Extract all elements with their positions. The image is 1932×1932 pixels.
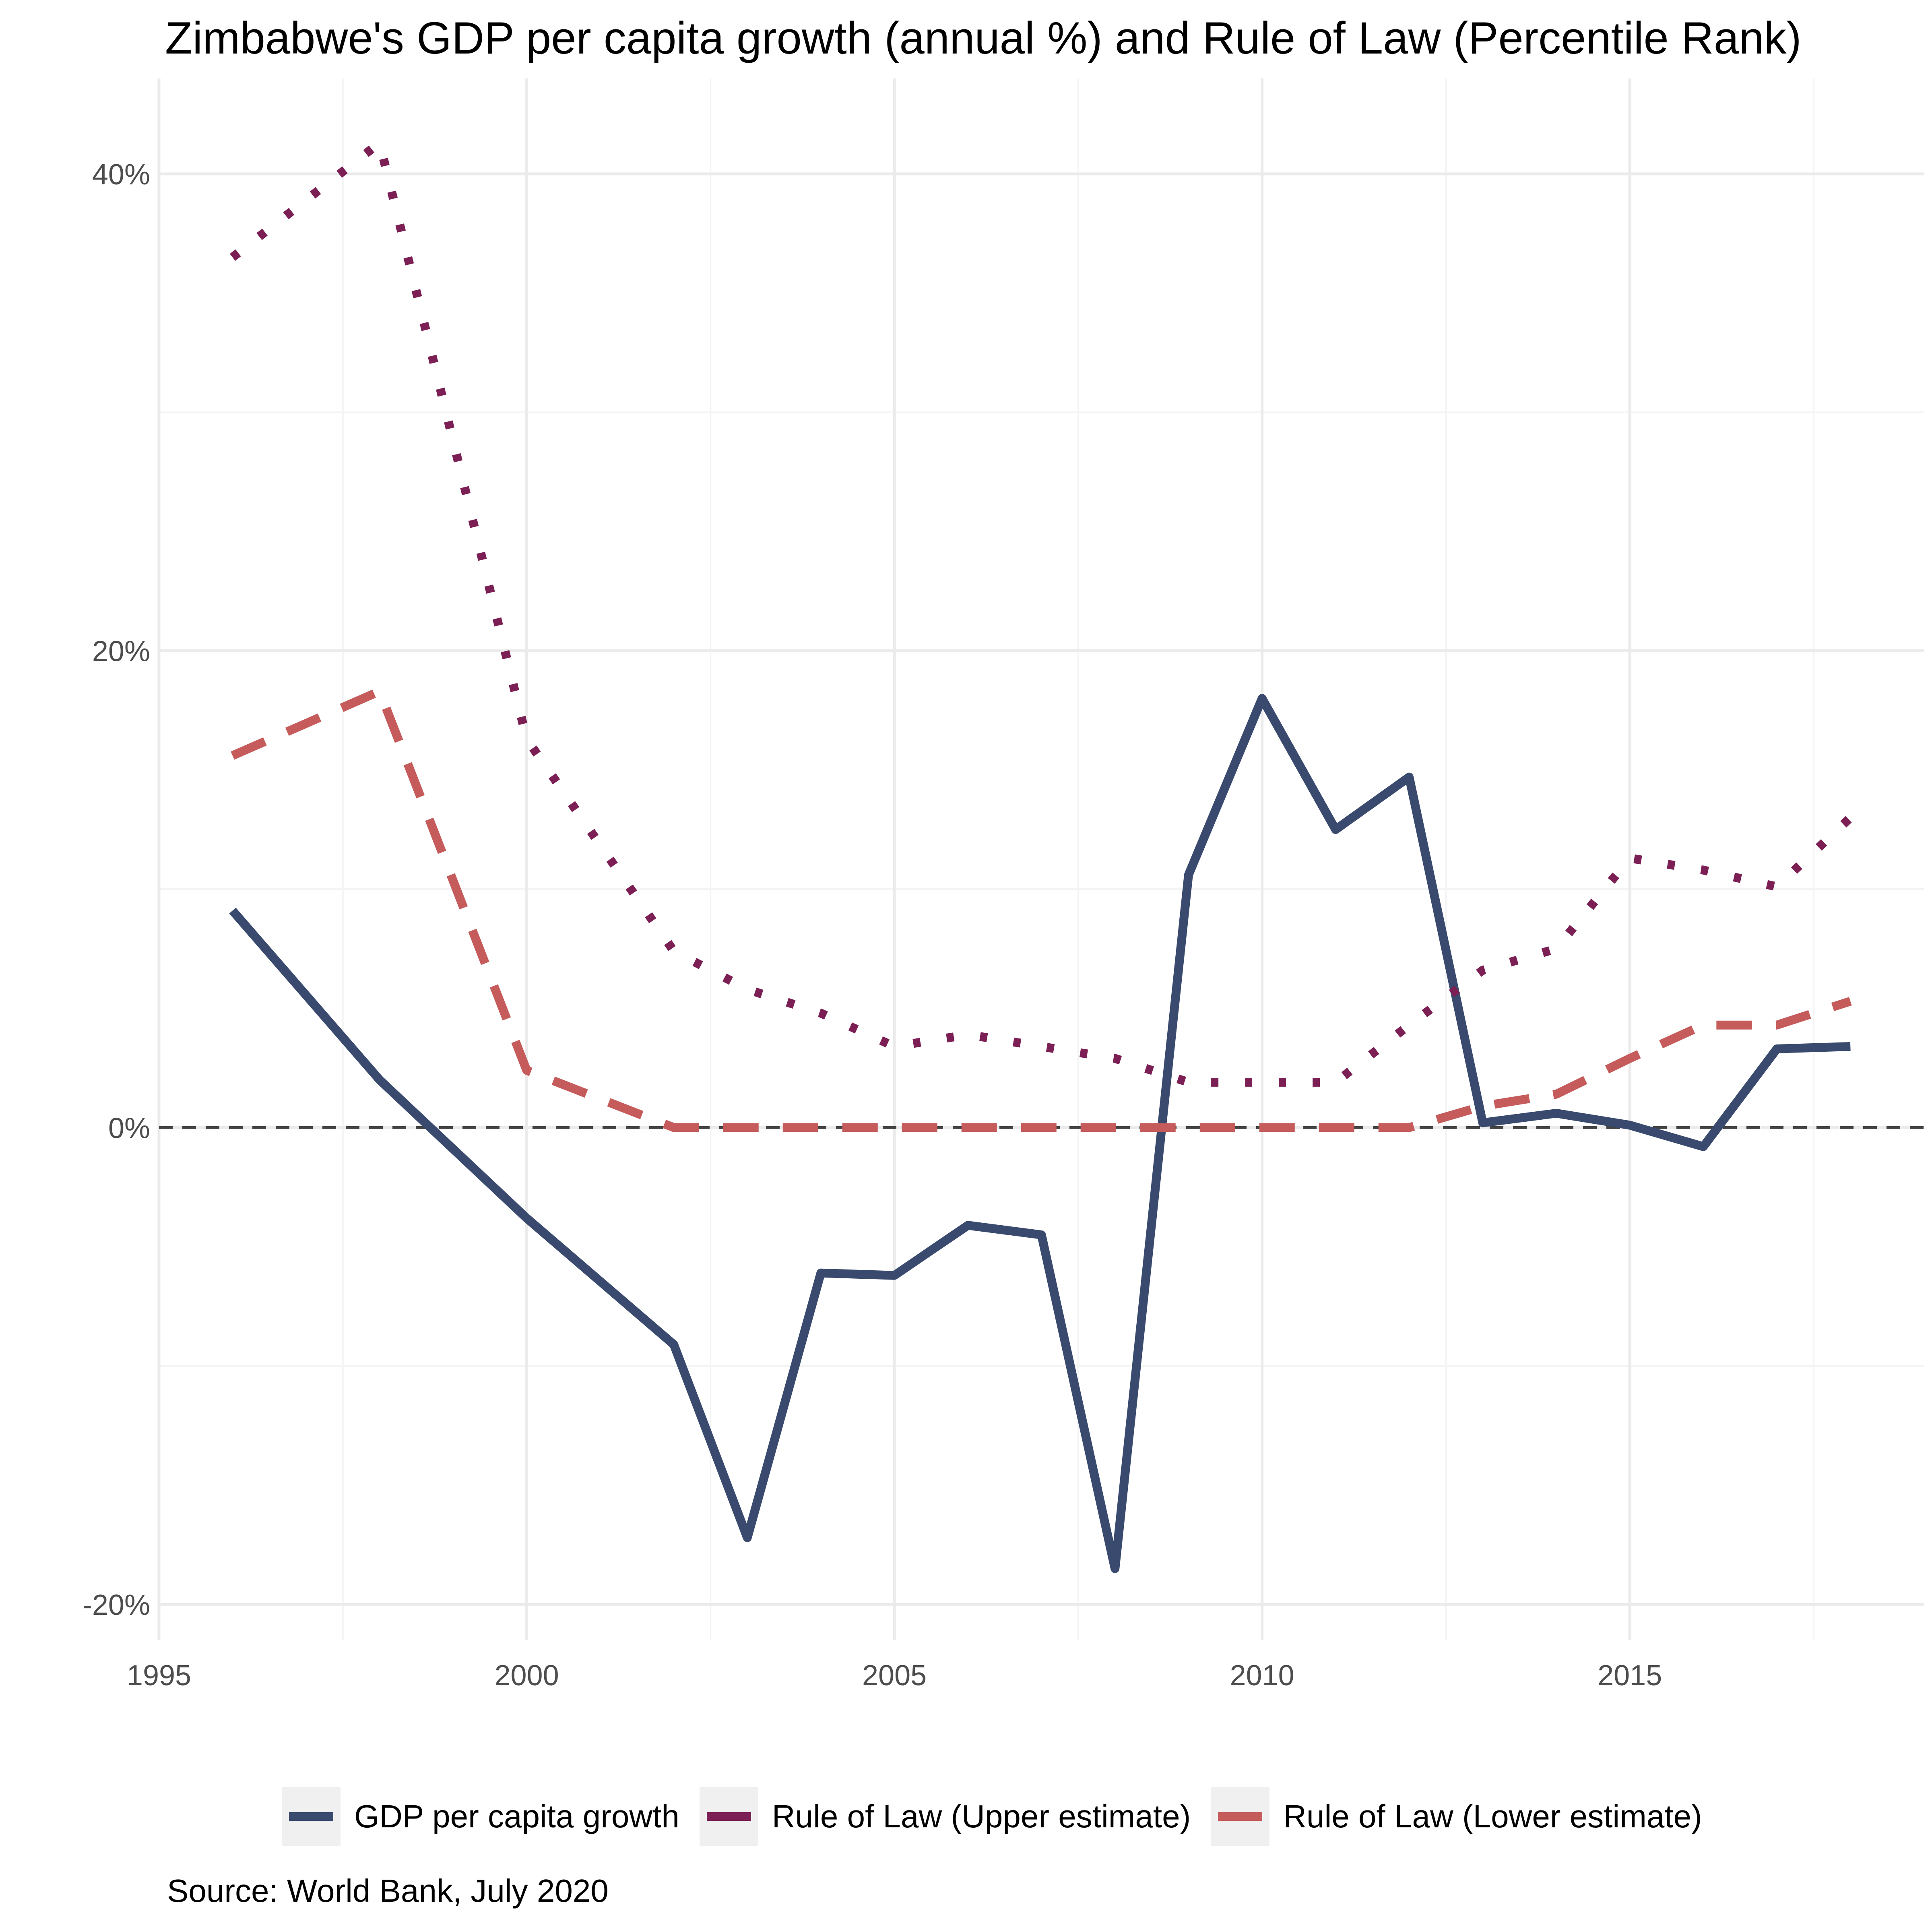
x-tick-label: 2015: [1598, 1660, 1662, 1692]
legend-label-gdp: GDP per capita growth: [354, 1798, 679, 1834]
series-lines: [229, 138, 1854, 1573]
y-tick-label: 20%: [92, 636, 150, 668]
grid-lines: [157, 78, 1924, 1640]
y-tick-label: 40%: [92, 159, 150, 191]
y-tick-label: -20%: [83, 1589, 150, 1621]
x-tick-label: 2000: [494, 1660, 559, 1692]
legend-key-gdp: [282, 1787, 341, 1846]
x-axis-tick-labels: 1995 2000 2005 2010 2015: [127, 1660, 1662, 1692]
x-tick-label: 2005: [862, 1660, 927, 1692]
legend-item-lower: Rule of Law (Lower estimate): [1211, 1787, 1702, 1846]
y-tick-label: 0%: [108, 1112, 150, 1144]
series-line-2: [231, 687, 1852, 1132]
legend: GDP per capita growth Rule of Law (Upper…: [282, 1787, 1722, 1846]
y-axis-tick-labels: -20% 0% 20% 40%: [83, 159, 150, 1621]
legend-item-upper: Rule of Law (Upper estimate): [699, 1787, 1191, 1846]
chart-caption: Source: World Bank, July 2020: [167, 1873, 609, 1909]
chart-title: Zimbabwe's GDP per capita growth (annual…: [165, 13, 1802, 63]
x-tick-label: 1995: [127, 1660, 191, 1692]
x-tick-label: 2010: [1230, 1660, 1294, 1692]
legend-key-upper: [699, 1787, 758, 1846]
legend-key-lower: [1211, 1787, 1270, 1846]
series-line-0: [229, 694, 1851, 1573]
legend-label-lower: Rule of Law (Lower estimate): [1283, 1798, 1702, 1834]
series-line-1: [229, 138, 1854, 1087]
legend-item-gdp: GDP per capita growth: [282, 1787, 679, 1846]
legend-label-upper: Rule of Law (Upper estimate): [772, 1798, 1191, 1834]
